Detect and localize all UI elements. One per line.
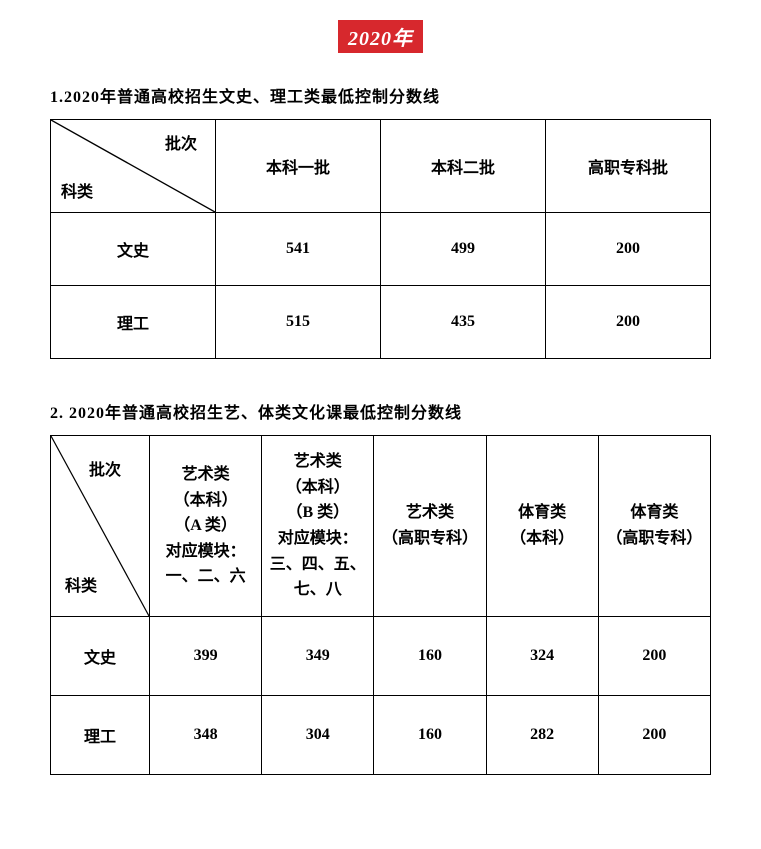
col-header-text: 体育类（高职专科） — [599, 492, 710, 559]
cell: 160 — [374, 617, 486, 696]
cell: 515 — [216, 286, 381, 359]
col-header: 本科一批 — [216, 120, 381, 213]
cell: 541 — [216, 213, 381, 286]
cell: 435 — [381, 286, 546, 359]
row-label: 理工 — [51, 696, 150, 775]
diag-bottom-label: 科类 — [61, 178, 93, 202]
col-header: 体育类（高职专科） — [598, 436, 710, 617]
col-header: 艺术类（高职专科） — [374, 436, 486, 617]
col-header: 本科二批 — [381, 120, 546, 213]
diagonal-header-cell: 批次 科类 — [51, 436, 150, 617]
table-row: 文史 399 349 160 324 200 — [51, 617, 711, 696]
table-1: 批次 科类 本科一批 本科二批 高职专科批 文史 541 499 200 理工 … — [50, 119, 711, 359]
row-label: 理工 — [51, 286, 216, 359]
col-header: 高职专科批 — [546, 120, 711, 213]
year-badge: 2020年 — [338, 20, 423, 53]
cell: 200 — [598, 696, 710, 775]
diag-bottom-label: 科类 — [65, 572, 97, 596]
col-header-text: 艺术类（本科）（B 类）对应模块：三、四、五、七、八 — [262, 441, 373, 611]
col-header: 体育类（本科） — [486, 436, 598, 617]
table-row: 理工 515 435 200 — [51, 286, 711, 359]
diag-top-label: 批次 — [89, 456, 121, 480]
table-2: 批次 科类 艺术类（本科）（A 类）对应模块：一、二、六 艺术类（本科）（B 类… — [50, 435, 711, 775]
cell: 399 — [150, 617, 262, 696]
section2-title: 2. 2020年普通高校招生艺、体类文化课最低控制分数线 — [50, 399, 711, 423]
col-header: 艺术类（本科）（A 类）对应模块：一、二、六 — [150, 436, 262, 617]
cell: 348 — [150, 696, 262, 775]
cell: 282 — [486, 696, 598, 775]
table-row: 理工 348 304 160 282 200 — [51, 696, 711, 775]
table-row: 批次 科类 本科一批 本科二批 高职专科批 — [51, 120, 711, 213]
table-row: 批次 科类 艺术类（本科）（A 类）对应模块：一、二、六 艺术类（本科）（B 类… — [51, 436, 711, 617]
row-label: 文史 — [51, 213, 216, 286]
cell: 349 — [262, 617, 374, 696]
cell: 304 — [262, 696, 374, 775]
col-header: 艺术类（本科）（B 类）对应模块：三、四、五、七、八 — [262, 436, 374, 617]
diagonal-header-cell: 批次 科类 — [51, 120, 216, 213]
cell: 200 — [546, 286, 711, 359]
cell: 200 — [598, 617, 710, 696]
row-label: 文史 — [51, 617, 150, 696]
table-row: 文史 541 499 200 — [51, 213, 711, 286]
section1-title: 1.2020年普通高校招生文史、理工类最低控制分数线 — [50, 83, 711, 107]
page: 2020年 1.2020年普通高校招生文史、理工类最低控制分数线 批次 科类 本… — [0, 0, 761, 815]
cell: 499 — [381, 213, 546, 286]
cell: 160 — [374, 696, 486, 775]
diag-top-label: 批次 — [165, 130, 197, 154]
col-header-text: 艺术类（高职专科） — [374, 492, 485, 559]
col-header-text: 艺术类（本科）（A 类）对应模块：一、二、六 — [150, 454, 261, 598]
col-header-text: 体育类（本科） — [487, 492, 598, 559]
cell: 324 — [486, 617, 598, 696]
cell: 200 — [546, 213, 711, 286]
